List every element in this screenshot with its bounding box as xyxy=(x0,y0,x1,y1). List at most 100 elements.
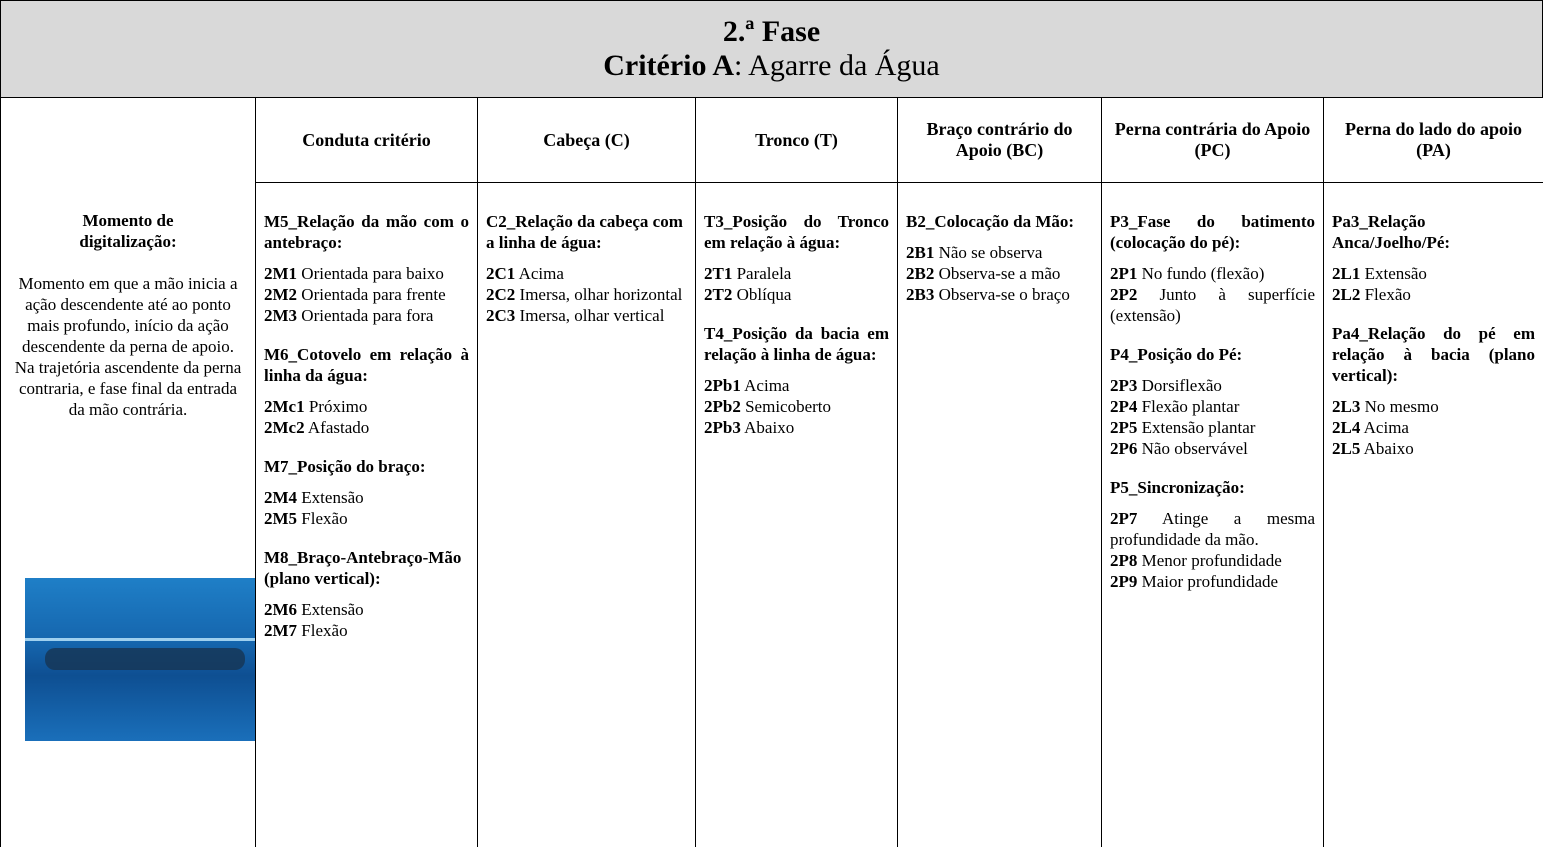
option-item: 2Pb2 Semicoberto xyxy=(704,396,889,417)
option-code: 2P7 xyxy=(1110,509,1138,528)
option-code: 2P9 xyxy=(1110,572,1138,591)
group-heading: P5_Sincronização: xyxy=(1110,478,1245,497)
criterion-group: Pa4_Relação do pé em relação à bacia (pl… xyxy=(1332,323,1535,459)
option-item: 2L2 Flexão xyxy=(1332,284,1535,305)
option-text: Afastado xyxy=(307,418,370,437)
option-code: 2Pb2 xyxy=(704,397,741,416)
criterion-group: P3_Fase do batimento (colocação do pé): 2… xyxy=(1110,211,1315,326)
option-item: 2P2 Junto à superfície (extensão) xyxy=(1110,284,1315,326)
body-cell: P3_Fase do batimento (colocação do pé): 2… xyxy=(1101,182,1324,847)
option-code: 2C1 xyxy=(486,264,516,283)
option-code: 2C3 xyxy=(486,306,516,325)
group-heading: B2_Colocação da Mão: xyxy=(906,212,1075,231)
option-item: 2P6 Não observável xyxy=(1110,438,1315,459)
option-text: Não observável xyxy=(1141,439,1248,458)
criterion-group: M6_Cotovelo em relação à linha da água: 2… xyxy=(264,344,469,438)
header-text: Conduta critério xyxy=(302,129,431,150)
body-cell: B2_Colocação da Mão: 2B1 Não se observa 2B… xyxy=(897,182,1102,847)
option-code: 2P2 xyxy=(1110,285,1138,304)
group-heading: Pa3_Relação Anca/Joelho/Pé: xyxy=(1332,212,1451,252)
group-heading: M8_Braço-Antebraço-Mão (plano vertical): xyxy=(264,548,462,588)
option-text: No fundo (flexão) xyxy=(1141,264,1265,283)
option-item: 2C2 Imersa, olhar horizontal xyxy=(486,284,687,305)
option-code: 2Mc2 xyxy=(264,418,305,437)
option-item: 2C1 Acima xyxy=(486,263,687,284)
header-cell: Perna do lado do apoio (PA) xyxy=(1323,97,1543,183)
option-item: 2C3 Imersa, olhar vertical xyxy=(486,305,687,326)
option-code: 2P1 xyxy=(1110,264,1138,283)
group-heading: M6_Cotovelo em relação à linha da água: xyxy=(264,345,469,385)
option-code: 2Pb1 xyxy=(704,376,741,395)
option-text: Observa-se o braço xyxy=(938,285,1070,304)
criterion-label: Critério A xyxy=(603,49,734,82)
swimmer-photo xyxy=(25,578,255,741)
header-cell: Cabeça (C) xyxy=(477,97,696,183)
body-cell: C2_Relação da cabeça com a linha de água… xyxy=(477,182,696,847)
option-item: 2L5 Abaixo xyxy=(1332,438,1535,459)
option-text: Próximo xyxy=(308,397,368,416)
option-code: 2T2 xyxy=(704,285,733,304)
criterion-group: T3_Posição do Tronco em relação à água: 2… xyxy=(704,211,889,305)
title-band: 2.ª Fase Critério A: Agarre da Água xyxy=(0,0,1543,98)
option-text: Não se observa xyxy=(938,243,1043,262)
criterion-group: P5_Sincronização: 2P7 Atinge a mesma prof… xyxy=(1110,477,1315,592)
option-code: 2M6 xyxy=(264,600,298,619)
option-text: Orientada para frente xyxy=(301,285,446,304)
option-item: 2L3 No mesmo xyxy=(1332,396,1535,417)
option-code: 2P5 xyxy=(1110,418,1138,437)
header-text: Perna do lado do apoio xyxy=(1344,119,1523,139)
option-item: 2B2 Observa-se a mão xyxy=(906,263,1093,284)
option-code: 2P6 xyxy=(1110,439,1138,458)
moment-heading: Momento de digitalização: xyxy=(79,211,177,251)
option-code: 2P4 xyxy=(1110,397,1138,416)
option-item: 2T2 Oblíqua xyxy=(704,284,889,305)
option-code: 2P8 xyxy=(1110,551,1138,570)
option-item: 2L1 Extensão xyxy=(1332,263,1535,284)
option-text: Imersa, olhar horizontal xyxy=(519,285,683,304)
option-text: Extensão xyxy=(1364,264,1427,283)
group-heading: C2_Relação da cabeça com a linha de água… xyxy=(486,212,683,252)
option-text: No mesmo xyxy=(1364,397,1439,416)
option-text: Acima xyxy=(1363,418,1409,437)
option-code: 2Mc1 xyxy=(264,397,305,416)
moment-description: Momento em que a mão inicia a ação desce… xyxy=(14,274,242,419)
option-text: Paralela xyxy=(736,264,792,283)
option-text: Extensão xyxy=(301,488,364,507)
option-item: 2P5 Extensão plantar xyxy=(1110,417,1315,438)
header-text: (PA) xyxy=(1416,140,1451,160)
option-code: 2L3 xyxy=(1332,397,1361,416)
header-text: Perna contrária do Apoio (PC) xyxy=(1114,119,1311,160)
option-item: 2M6 Extensão xyxy=(264,599,469,620)
option-text: Orientada para fora xyxy=(301,306,434,325)
option-text: Semicoberto xyxy=(745,397,832,416)
option-item: 2P3 Dorsiflexão xyxy=(1110,375,1315,396)
option-text: Extensão xyxy=(301,600,364,619)
option-text: Flexão xyxy=(1364,285,1411,304)
criterion-group: M7_Posição do braço: 2M4 Extensão 2M5 Flex… xyxy=(264,456,469,529)
option-item: 2P1 No fundo (flexão) xyxy=(1110,263,1315,284)
option-item: 2Pb3 Abaixo xyxy=(704,417,889,438)
option-item: 2Mc1 Próximo xyxy=(264,396,469,417)
moment-cell: Momento de digitalização: Momento em que… xyxy=(0,97,256,847)
body-cell: Pa3_Relação Anca/Joelho/Pé: 2L1 Extensão 2… xyxy=(1323,182,1543,847)
option-item: 2M1 Orientada para baixo xyxy=(264,263,469,284)
group-heading: M7_Posição do braço: xyxy=(264,457,426,476)
criterion-group: M8_Braço-Antebraço-Mão (plano vertical):… xyxy=(264,547,469,641)
option-code: 2L4 xyxy=(1332,418,1361,437)
option-item: 2M5 Flexão xyxy=(264,508,469,529)
option-item: 2B3 Observa-se o braço xyxy=(906,284,1093,305)
criterion-name: : Agarre da Água xyxy=(734,49,940,82)
option-text: Atinge a mesma profundidade da mão. xyxy=(1110,509,1316,549)
option-text: Acima xyxy=(744,376,790,395)
option-code: 2T1 xyxy=(704,264,733,283)
option-text: Abaixo xyxy=(1363,439,1414,458)
criterion-group: C2_Relação da cabeça com a linha de água… xyxy=(486,211,687,326)
option-text: Flexão xyxy=(301,621,348,640)
option-text: Observa-se a mão xyxy=(938,264,1061,283)
option-text: Flexão plantar xyxy=(1141,397,1240,416)
criterion-title: Critério A: Agarre da Água xyxy=(1,49,1542,83)
group-heading: P3_Fase do batimento (colocação do pé): xyxy=(1110,212,1315,252)
option-code: 2M4 xyxy=(264,488,298,507)
option-text: Menor profundidade xyxy=(1141,551,1282,570)
option-code: 2M1 xyxy=(264,264,298,283)
